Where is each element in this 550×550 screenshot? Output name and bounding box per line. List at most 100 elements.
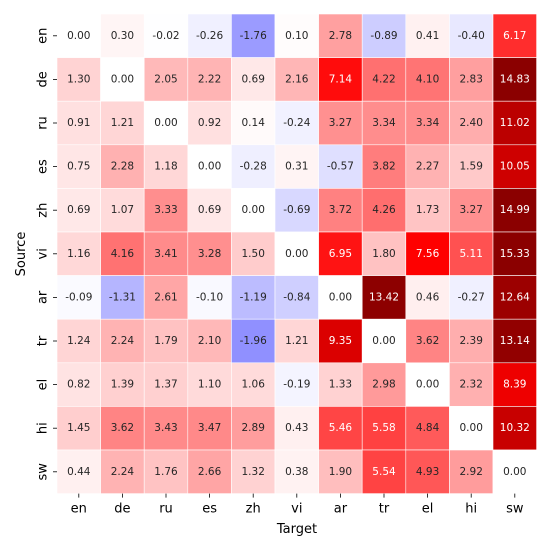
heatmap-cell: [405, 275, 450, 320]
heatmap-cell: [492, 13, 537, 58]
cell-value-label: 2.98: [372, 379, 395, 391]
heatmap-cell: [187, 144, 232, 189]
cell-value-label: 0.00: [503, 466, 526, 478]
cell-value-label: 1.21: [285, 335, 308, 347]
cell-value-label: 2.24: [111, 335, 135, 347]
cell-value-label: 0.10: [285, 30, 308, 42]
heatmap-cell: [405, 144, 450, 189]
cell-value-label: 0.38: [285, 466, 308, 478]
cell-value-label: 4.26: [372, 204, 396, 216]
cell-value-label: 10.05: [500, 161, 530, 173]
cell-value-label: 6.95: [329, 248, 352, 260]
cell-value-label: 14.99: [500, 204, 530, 216]
cell-value-label: 1.80: [372, 248, 395, 260]
heatmap-cell: [100, 449, 145, 494]
heatmap-cell: [492, 406, 537, 451]
cell-value-label: 0.00: [67, 30, 90, 42]
y-tick-label: de: [36, 71, 51, 87]
cell-value-label: -0.19: [283, 379, 310, 391]
x-tick-label: sw: [506, 502, 524, 517]
cell-value-label: 3.72: [329, 204, 352, 216]
heatmap-cell: [274, 188, 319, 233]
y-tick-label: zh: [36, 203, 51, 218]
cell-value-label: 4.93: [416, 466, 439, 478]
cell-value-label: 1.76: [154, 466, 178, 478]
cell-value-label: 12.64: [500, 291, 530, 303]
heatmap-cell: [143, 275, 189, 320]
cell-value-label: 3.47: [198, 422, 221, 434]
x-tick-label: de: [114, 502, 130, 517]
cell-value-label: 0.00: [416, 379, 439, 391]
cell-value-label: 2.22: [198, 73, 221, 85]
cell-value-label: 3.27: [460, 204, 483, 216]
heatmap-cell: [318, 318, 363, 364]
heatmap-cell: [492, 144, 537, 189]
heatmap-cell: [492, 362, 537, 407]
x-tick-label: el: [422, 502, 434, 517]
heatmap-cell: [56, 406, 101, 451]
heatmap-cell: [361, 275, 407, 320]
heatmap-cell: [449, 318, 494, 364]
heatmap-cell: [56, 362, 101, 407]
cell-value-label: 1.07: [111, 204, 134, 216]
cell-value-label: 0.00: [154, 117, 177, 129]
heatmap-cell: [405, 57, 450, 102]
heatmap-cell: [187, 318, 232, 364]
heatmap-cell: [492, 231, 537, 276]
cell-value-label: 11.02: [500, 117, 530, 129]
cell-value-label: 1.79: [154, 335, 177, 347]
cell-value-label: 0.00: [329, 291, 352, 303]
heatmap-cell: [492, 188, 537, 233]
cell-value-label: -0.10: [196, 291, 223, 303]
y-tick-label: el: [36, 379, 51, 391]
heatmap-cell: [100, 13, 145, 58]
heatmap-cell: [361, 13, 407, 58]
cell-value-label: 0.43: [285, 422, 308, 434]
cell-value-label: 2.16: [285, 73, 309, 85]
cell-value-label: 5.11: [460, 248, 483, 260]
cell-value-label: 3.33: [154, 204, 177, 216]
cell-value-label: 0.41: [416, 30, 439, 42]
cell-value-label: 2.61: [154, 291, 177, 303]
cell-value-label: 3.41: [154, 248, 177, 260]
heatmap-cell: [449, 449, 494, 494]
heatmap-cell: [143, 57, 189, 102]
heatmap-cell: [143, 406, 189, 451]
cell-value-label: 4.16: [111, 248, 135, 260]
cell-value-label: 1.59: [460, 161, 483, 173]
x-tick-label: ru: [159, 502, 173, 517]
heatmap-cell: [492, 100, 537, 146]
heatmap-cell: [449, 362, 494, 407]
cell-value-label: 3.43: [154, 422, 177, 434]
cell-value-label: 2.05: [154, 73, 177, 85]
heatmap-cell: [231, 100, 276, 146]
heatmap-cell: [56, 100, 101, 146]
cell-value-label: 2.89: [242, 422, 265, 434]
heatmap-cell: [405, 231, 450, 276]
y-tick-label: ru: [36, 116, 51, 130]
cell-value-label: 1.10: [198, 379, 221, 391]
heatmap-cell: [449, 144, 494, 189]
cell-value-label: 0.69: [67, 204, 90, 216]
heatmap-cell: [143, 144, 189, 189]
cell-value-label: 2.83: [460, 73, 483, 85]
heatmap-cell: [449, 188, 494, 233]
heatmap-cell: [274, 13, 319, 58]
cell-value-label: -0.40: [458, 30, 485, 42]
heatmap-cell: [231, 13, 276, 58]
heatmap-cell: [143, 188, 189, 233]
heatmap-cell: [187, 362, 232, 407]
cell-value-label: -0.27: [458, 291, 485, 303]
cell-value-label: 7.56: [416, 248, 440, 260]
heatmap-cell: [56, 13, 101, 58]
cell-value-label: -0.28: [240, 161, 267, 173]
heatmap-cell: [361, 406, 407, 451]
cell-value-label: 3.28: [198, 248, 221, 260]
cell-value-label: 1.39: [111, 379, 134, 391]
cell-value-label: 1.16: [67, 248, 91, 260]
cell-value-label: -0.26: [196, 30, 223, 42]
heatmap-cells: 0.00 0.30 -0.02 -0.26 -1.76 0.10 2.78 -0.89 0.41…: [56, 13, 537, 494]
cell-value-label: 5.46: [329, 422, 353, 434]
heatmap-cell: [449, 13, 494, 58]
heatmap-cell: [274, 144, 319, 189]
